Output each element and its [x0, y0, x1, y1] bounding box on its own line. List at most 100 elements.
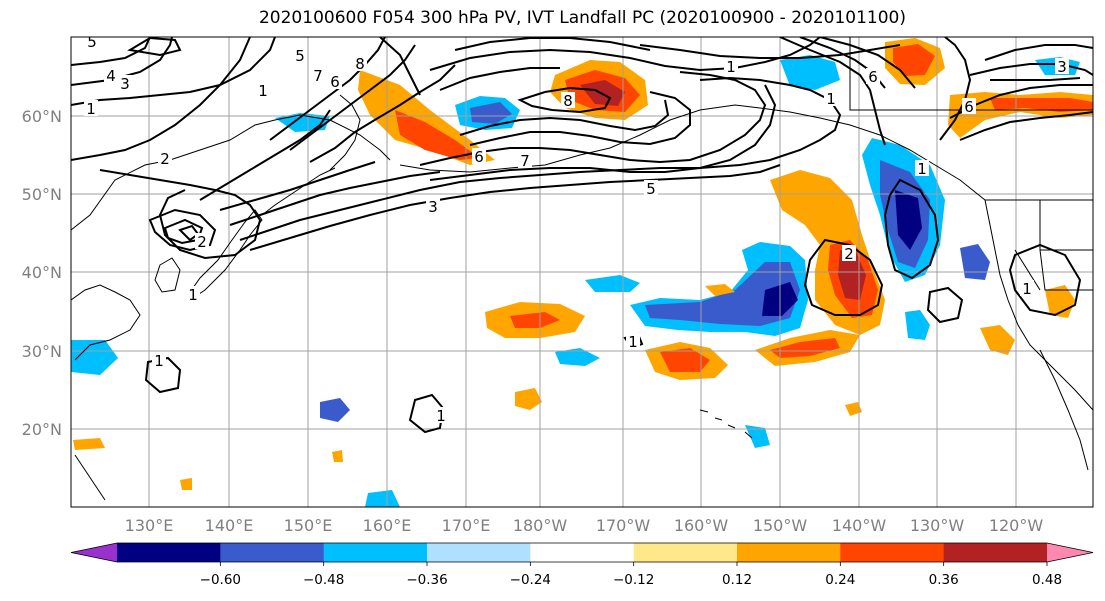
pv-contour-label: 7	[520, 152, 530, 170]
pv-contour-label: 1	[154, 352, 164, 370]
colorbar-label: −0.48	[303, 572, 344, 588]
pv-contour	[969, 63, 1093, 76]
pv-contour	[429, 37, 821, 72]
colorbar-segment	[840, 543, 945, 562]
pv-contour-label: 7	[313, 67, 323, 85]
na-west-coast	[984, 199, 1093, 411]
lon-label: 170°W	[596, 516, 651, 535]
colorbar-segment	[117, 543, 221, 562]
us-state-border	[1014, 249, 1041, 291]
pv-contour	[199, 109, 331, 201]
pv-contour	[408, 393, 445, 434]
colorbar-label: 0.24	[825, 572, 855, 588]
ivt-negative-region	[585, 275, 640, 292]
pv-contour	[984, 44, 1093, 61]
pv-contour	[439, 67, 560, 91]
pv-contour-label: 1	[188, 286, 198, 304]
ivt-negative-region	[780, 55, 840, 90]
lon-label: 120°W	[989, 516, 1044, 535]
pv-contour-label: 3	[428, 198, 438, 216]
map-title: 2020100600 F054 300 hPa PV, IVT Landfall…	[258, 8, 906, 28]
korea-coastline	[154, 257, 181, 293]
pv-contour	[1008, 243, 1082, 317]
ivt-positive-region	[395, 110, 480, 160]
pv-contour-label: 1	[258, 82, 268, 100]
colorbar-label: 0.12	[722, 572, 752, 588]
pv-contour	[229, 171, 441, 226]
baja-coastline	[1039, 349, 1089, 471]
pv-contour-label: 1	[436, 407, 446, 425]
lon-label: 170°E	[442, 516, 491, 535]
colorbar-label: −0.60	[200, 572, 241, 588]
alaska-coastline	[609, 104, 986, 201]
ivt-positive-region	[980, 325, 1015, 355]
pv-contour	[144, 356, 182, 394]
graticule	[71, 37, 1093, 507]
pv-contour	[459, 99, 670, 136]
ivt-positive-region	[893, 44, 935, 76]
ivt-positive-region	[770, 338, 840, 358]
pv-contour	[429, 84, 777, 181]
colorbar-segment	[427, 543, 531, 562]
pv-contour-label: 1	[726, 58, 736, 76]
pv-contour-label: 2	[197, 233, 207, 251]
pv-contour	[779, 37, 886, 146]
lon-label: 160°E	[363, 516, 412, 535]
ivt-negative-region	[960, 244, 990, 280]
ivt-shading	[71, 38, 1093, 507]
pv-contour	[71, 37, 151, 66]
us-state-border	[1039, 200, 1093, 251]
pv-contour-label: 5	[295, 47, 305, 65]
lat-label: 20°N	[22, 420, 62, 439]
pv-contour-label: 2	[160, 150, 170, 168]
pv-contour	[939, 37, 972, 141]
colorbar-extend-max	[1047, 543, 1093, 562]
ivt-positive-region	[180, 478, 192, 490]
colorbar-extend-min	[71, 543, 117, 562]
pv-contour	[71, 37, 276, 106]
colorbar-segment	[323, 543, 428, 562]
colorbar-outline	[70, 542, 1094, 563]
ivt-positive-region	[705, 284, 735, 296]
pv-contour-label: 6	[474, 148, 484, 166]
philippine-islands	[74, 454, 106, 501]
lat-label: 50°N	[22, 185, 62, 204]
pv-contour	[454, 37, 651, 51]
latitude-labels: 60°N 50°N 40°N 30°N 20°N	[22, 107, 62, 439]
pv-contour	[517, 86, 612, 114]
lat-label: 60°N	[22, 107, 62, 126]
pv-contour-labels: 5 4 3 1 2 8 7 6 5 6 7 8 3 1 5 6 1 1 2	[84, 37, 1069, 425]
pv-contour-label: 1	[86, 100, 96, 118]
ivt-positive-region	[845, 402, 862, 416]
ivt-negative-region	[365, 490, 400, 507]
pv-contour-label: 3	[1057, 58, 1067, 76]
lon-label: 130°W	[910, 516, 965, 535]
ivt-positive-region	[660, 348, 710, 372]
pv-contour	[379, 37, 421, 96]
colorbar-segment	[737, 543, 841, 562]
pv-contour	[990, 77, 1081, 81]
colorbar-segment	[220, 543, 325, 562]
lon-label: 180°W	[513, 516, 568, 535]
ivt-positive-region	[332, 450, 343, 462]
pv-contour	[959, 111, 1093, 141]
lat-label: 30°N	[22, 342, 62, 361]
china-coastline	[71, 284, 141, 361]
pv-contour-label: 6	[330, 73, 340, 91]
ivt-negative-region	[905, 310, 930, 340]
ivt-negative-region	[470, 102, 512, 124]
lon-label: 140°W	[832, 516, 887, 535]
hawaii-islands	[699, 409, 753, 439]
pv-contour-label: 1	[917, 160, 927, 178]
ivt-negative-region	[320, 398, 350, 422]
pv-contour-label: 2	[844, 245, 854, 263]
colorbar: −0.60 −0.48 −0.36 −0.24 −0.12 0.12 0.24 0.36 0.4…	[70, 542, 1094, 588]
kuril-chain	[261, 167, 336, 216]
pv-contour-label: 8	[563, 92, 573, 110]
ivt-negative-region	[71, 340, 118, 375]
pv-contour	[289, 44, 416, 151]
japan-coastline	[187, 209, 263, 301]
ivt-positive-region	[73, 438, 105, 450]
pv-contour	[127, 37, 182, 57]
